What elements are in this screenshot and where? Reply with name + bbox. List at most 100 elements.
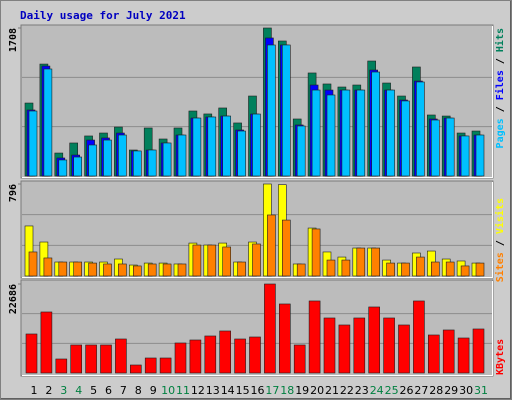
- bar: [58, 159, 68, 177]
- bar: [88, 144, 97, 177]
- legend: Pages / Files / Hits: [494, 28, 506, 148]
- x-tick-label: 31: [474, 384, 488, 397]
- bar: [252, 243, 261, 277]
- bar: [416, 81, 425, 177]
- y-tick-label: 1708: [8, 28, 19, 52]
- legend-entry: Pages: [495, 118, 506, 148]
- bar: [267, 44, 276, 177]
- legend-entry: Files: [494, 70, 506, 100]
- x-tick-label: 10: [161, 384, 175, 397]
- bar: [174, 342, 187, 374]
- x-tick-label: 23: [355, 384, 369, 397]
- bar: [308, 300, 321, 374]
- bar: [371, 71, 381, 177]
- bar: [386, 89, 395, 177]
- bar: [237, 261, 246, 277]
- x-tick-label: 19: [295, 384, 309, 397]
- bar: [416, 256, 425, 277]
- bar: [252, 113, 261, 177]
- y-tick-label: 796: [8, 184, 19, 202]
- bar: [207, 116, 217, 177]
- x-tick-label: 20: [310, 384, 324, 397]
- bar: [311, 228, 321, 277]
- bar: [133, 265, 142, 277]
- bar: [144, 357, 157, 374]
- bar: [430, 119, 440, 177]
- bar: [58, 261, 68, 277]
- bar: [293, 344, 306, 374]
- chart-title: Daily usage for July 2021: [20, 9, 186, 22]
- x-tick-label: 12: [191, 384, 205, 397]
- bar: [115, 338, 127, 374]
- bar: [162, 263, 172, 277]
- bar: [43, 68, 53, 177]
- bar: [219, 330, 231, 374]
- bar: [353, 317, 366, 374]
- legend-entry: KBytes: [495, 339, 506, 375]
- bar: [386, 262, 395, 277]
- x-tick-label: 21: [325, 384, 339, 397]
- x-tick-label: 8: [135, 384, 142, 397]
- bar: [341, 89, 351, 177]
- legend: Sites / Visits: [494, 198, 506, 282]
- bar: [177, 263, 187, 277]
- bar: [73, 261, 82, 277]
- x-tick-label: 1: [31, 384, 38, 397]
- x-tick-label: 30: [459, 384, 473, 397]
- x-tick-label: 27: [414, 384, 428, 397]
- bar: [356, 89, 366, 177]
- bar: [103, 139, 112, 177]
- bar: [73, 156, 82, 177]
- x-tick-label: 28: [429, 384, 443, 397]
- bar: [413, 300, 425, 374]
- bar: [281, 219, 291, 277]
- bar: [457, 337, 470, 374]
- x-tick-label: 16: [251, 384, 265, 397]
- x-tick-label: 22: [340, 384, 354, 397]
- bar: [323, 317, 336, 374]
- bar: [70, 344, 82, 374]
- x-tick-label: 4: [75, 384, 82, 397]
- x-tick-label: 24: [370, 384, 384, 397]
- x-tick-label: 6: [105, 384, 112, 397]
- legend-separator: /: [495, 234, 506, 252]
- bar: [222, 246, 231, 277]
- x-tick-label: 11: [176, 384, 190, 397]
- x-tick-label: 14: [221, 384, 235, 397]
- legend-entry: Sites: [494, 252, 506, 282]
- bar: [162, 142, 172, 177]
- bar: [234, 338, 246, 374]
- x-tick-label: 3: [60, 384, 67, 397]
- x-tick-label: 7: [120, 384, 127, 397]
- bar: [237, 130, 246, 177]
- bar: [281, 44, 291, 177]
- bar: [88, 262, 97, 277]
- bar: [118, 263, 127, 277]
- bar: [147, 263, 157, 277]
- bar: [267, 214, 276, 277]
- bar: [55, 358, 68, 374]
- legend-entry: Visits: [494, 198, 506, 234]
- bar: [326, 259, 336, 277]
- bar: [460, 265, 470, 277]
- bar: [43, 257, 53, 277]
- bar: [326, 94, 336, 177]
- bar: [133, 150, 142, 177]
- bar: [207, 244, 217, 277]
- bar: [192, 117, 202, 177]
- bar: [278, 303, 291, 374]
- bar: [368, 306, 381, 374]
- x-tick-label: 9: [150, 384, 157, 397]
- bar: [356, 247, 366, 277]
- legend-separator: /: [495, 52, 506, 70]
- bar: [430, 261, 440, 277]
- bar: [28, 110, 38, 177]
- legend-separator: /: [495, 100, 506, 118]
- x-tick-label: 13: [206, 384, 220, 397]
- bar: [249, 336, 261, 374]
- bar: [383, 317, 395, 374]
- bar: [442, 329, 455, 374]
- bar: [311, 89, 321, 177]
- bar: [177, 134, 187, 177]
